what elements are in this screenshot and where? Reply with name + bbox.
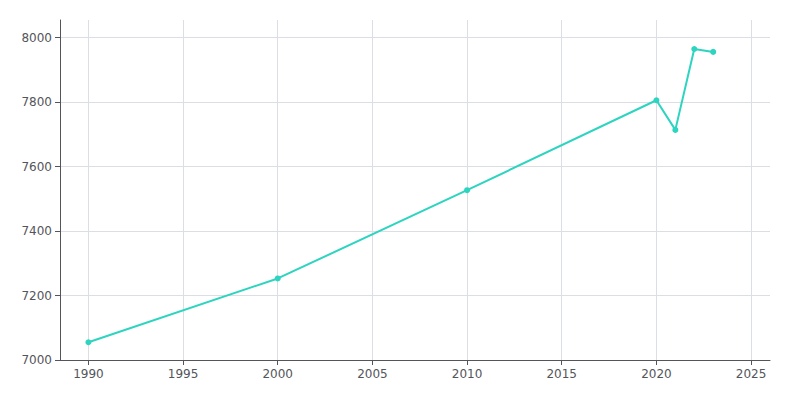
svg-text:7400: 7400 — [21, 224, 52, 238]
svg-text:7000: 7000 — [21, 353, 52, 367]
svg-text:1990: 1990 — [73, 367, 104, 381]
svg-text:1995: 1995 — [168, 367, 199, 381]
svg-text:2015: 2015 — [546, 367, 577, 381]
svg-text:2005: 2005 — [357, 367, 388, 381]
svg-text:2010: 2010 — [452, 367, 483, 381]
svg-text:2000: 2000 — [262, 367, 293, 381]
svg-text:7800: 7800 — [21, 95, 52, 109]
svg-text:2025: 2025 — [736, 367, 767, 381]
svg-text:2020: 2020 — [641, 367, 672, 381]
svg-text:7200: 7200 — [21, 289, 52, 303]
svg-text:8000: 8000 — [21, 31, 52, 45]
svg-text:7600: 7600 — [21, 160, 52, 174]
